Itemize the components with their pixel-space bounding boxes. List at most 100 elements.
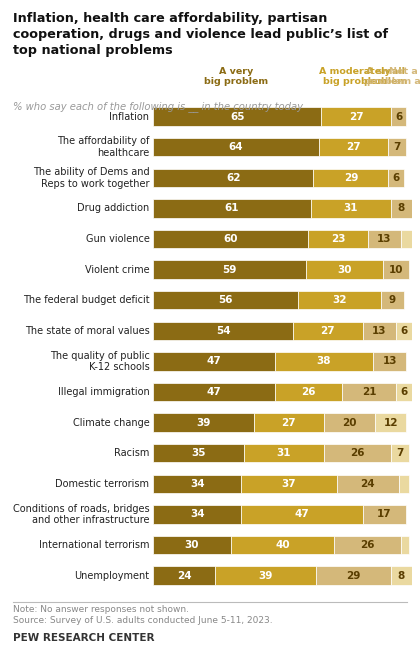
Text: 61: 61 [225, 203, 239, 214]
Text: A moderately
big problem: A moderately big problem [319, 67, 391, 86]
Text: 39: 39 [258, 571, 273, 581]
Bar [153, 291, 298, 310]
Bar [391, 566, 412, 585]
Text: 54: 54 [216, 326, 230, 336]
Text: Not a
problem at all: Not a problem at all [367, 67, 420, 86]
Bar [231, 536, 334, 554]
Bar [153, 352, 275, 370]
Text: 26: 26 [360, 540, 375, 550]
Text: Conditions of roads, bridges
and other infrastructure: Conditions of roads, bridges and other i… [13, 503, 150, 525]
Text: Unemployment: Unemployment [74, 571, 150, 581]
Bar [324, 444, 391, 462]
Text: 47: 47 [294, 509, 309, 519]
Text: 10: 10 [389, 264, 403, 274]
Text: 17: 17 [377, 509, 392, 519]
Text: 38: 38 [317, 357, 331, 366]
Text: 64: 64 [228, 142, 243, 152]
Text: The ability of Dems and
Reps to work together: The ability of Dems and Reps to work tog… [33, 167, 150, 189]
Bar [321, 107, 391, 126]
Bar [153, 138, 319, 156]
Text: Drug addiction: Drug addiction [77, 203, 150, 214]
Text: Domestic terrorism: Domestic terrorism [55, 479, 150, 489]
Bar [153, 168, 313, 187]
Text: A small
problem: A small problem [364, 67, 408, 86]
Bar [293, 321, 362, 340]
Text: 20: 20 [342, 418, 357, 428]
Text: 34: 34 [190, 509, 205, 519]
Bar [153, 444, 244, 462]
Bar [153, 413, 254, 432]
Text: PEW RESEARCH CENTER: PEW RESEARCH CENTER [13, 633, 154, 643]
Text: The affordability of
healthcare: The affordability of healthcare [57, 136, 150, 158]
Text: 40: 40 [275, 540, 290, 550]
Bar [401, 536, 409, 554]
Bar [153, 566, 215, 585]
Bar [388, 168, 404, 187]
Text: 31: 31 [344, 203, 358, 214]
Text: Violent crime: Violent crime [85, 264, 150, 274]
Text: 62: 62 [226, 173, 241, 183]
Text: 31: 31 [276, 448, 291, 458]
Bar [399, 475, 409, 493]
Bar [396, 383, 412, 401]
Bar [241, 475, 337, 493]
Bar [334, 536, 401, 554]
Text: The quality of public
K-12 schools: The quality of public K-12 schools [50, 351, 150, 372]
Text: 37: 37 [281, 479, 296, 489]
Bar [306, 261, 383, 279]
Text: 8: 8 [398, 203, 405, 214]
Bar [375, 413, 407, 432]
Text: 30: 30 [185, 540, 200, 550]
Bar [337, 475, 399, 493]
Bar [383, 261, 409, 279]
Text: International terrorism: International terrorism [39, 540, 150, 550]
Bar [391, 444, 409, 462]
Text: 26: 26 [301, 387, 315, 397]
Bar [153, 505, 241, 524]
Text: 60: 60 [223, 234, 238, 244]
Text: 34: 34 [190, 479, 205, 489]
Text: Illegal immigration: Illegal immigration [58, 387, 150, 397]
Bar [153, 261, 306, 279]
Text: 24: 24 [177, 571, 192, 581]
Bar [373, 352, 407, 370]
Text: 6: 6 [400, 387, 407, 397]
Text: A very
big problem: A very big problem [204, 67, 268, 86]
Bar [153, 230, 308, 248]
Text: 59: 59 [222, 264, 237, 274]
Bar [391, 107, 407, 126]
Text: 56: 56 [218, 295, 233, 305]
Text: 27: 27 [346, 142, 361, 152]
Text: 8: 8 [398, 571, 405, 581]
Bar [319, 138, 389, 156]
Text: 24: 24 [360, 479, 375, 489]
Bar [342, 383, 396, 401]
Text: 13: 13 [372, 326, 386, 336]
Text: 27: 27 [349, 112, 363, 121]
Text: 7: 7 [394, 142, 401, 152]
Bar [275, 383, 342, 401]
Text: Note: No answer responses not shown.: Note: No answer responses not shown. [13, 605, 189, 614]
Text: 23: 23 [331, 234, 345, 244]
Text: Inflation, health care affordability, partisan
cooperation, drugs and violence l: Inflation, health care affordability, pa… [13, 12, 388, 57]
Bar [153, 107, 321, 126]
Bar [153, 475, 241, 493]
Text: 32: 32 [332, 295, 346, 305]
Bar [388, 138, 407, 156]
Text: 27: 27 [320, 326, 335, 336]
Bar [153, 383, 275, 401]
Bar [153, 321, 293, 340]
Text: 21: 21 [362, 387, 376, 397]
Text: Climate change: Climate change [73, 418, 150, 428]
Bar [244, 444, 324, 462]
Bar [275, 352, 373, 370]
Bar [241, 505, 362, 524]
Text: 30: 30 [337, 264, 352, 274]
Text: The state of moral values: The state of moral values [25, 326, 150, 336]
Bar [298, 291, 381, 310]
Bar [362, 321, 396, 340]
Text: 65: 65 [230, 112, 244, 121]
Bar [153, 536, 231, 554]
Text: Racism: Racism [114, 448, 150, 458]
Bar [313, 168, 388, 187]
